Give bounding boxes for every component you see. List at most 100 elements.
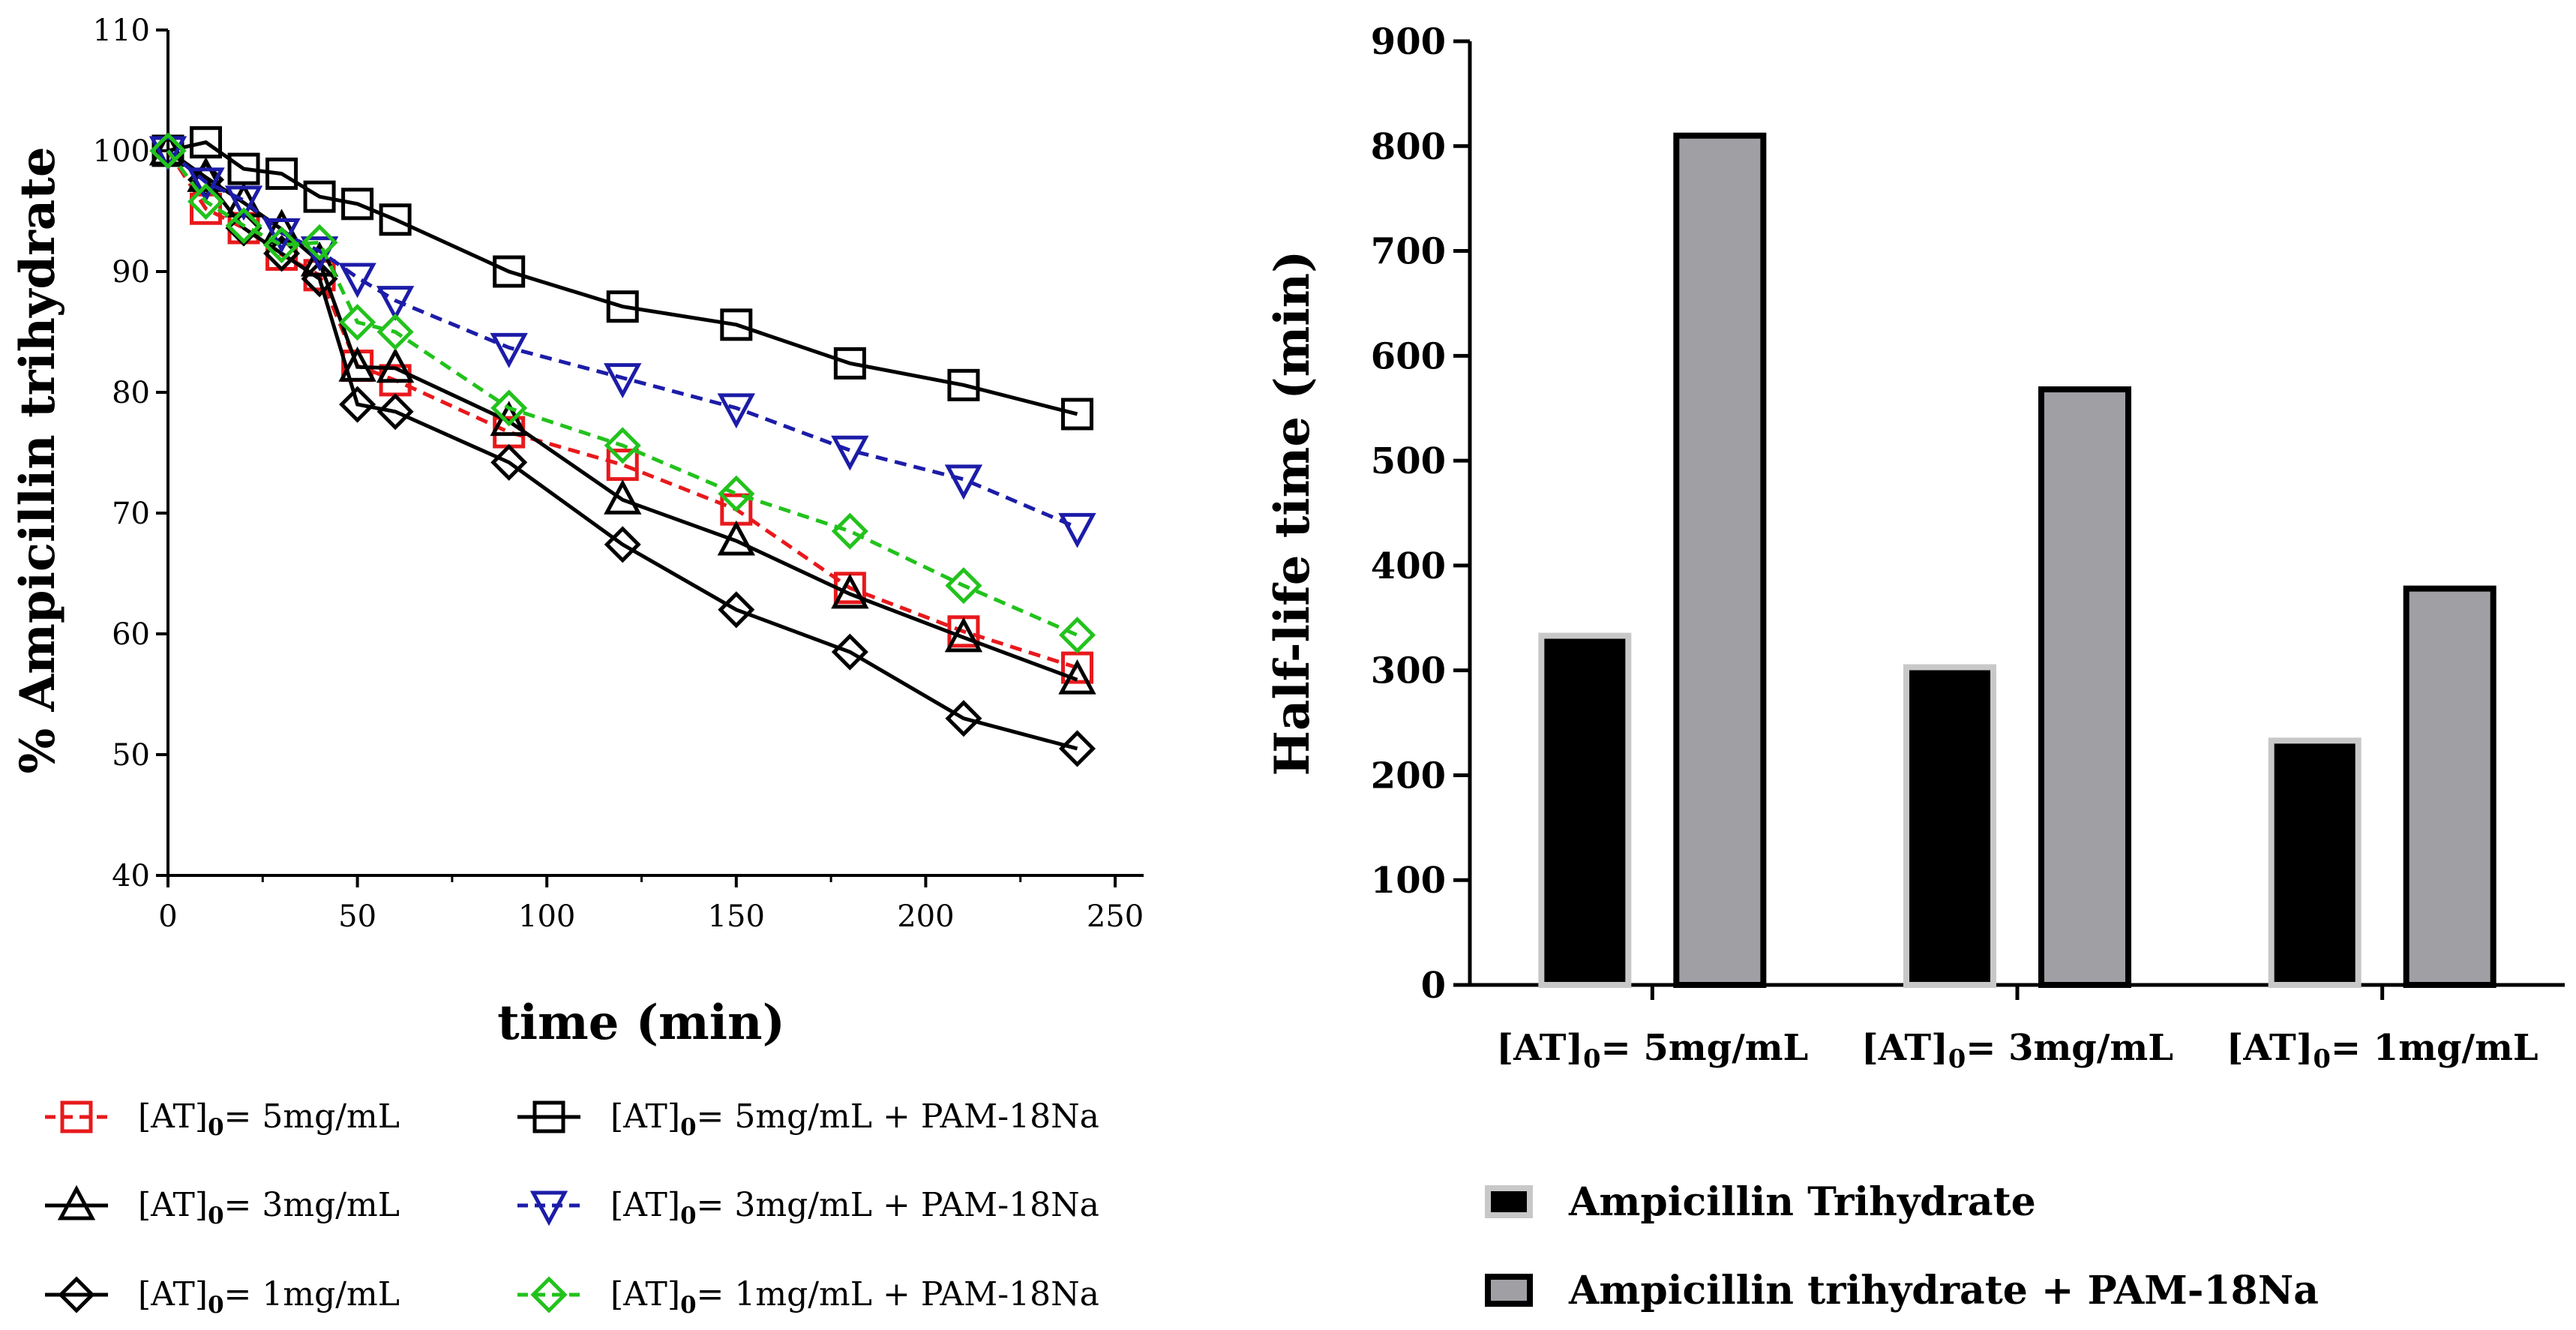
data-point xyxy=(187,167,225,203)
data-point xyxy=(190,126,223,159)
legend-item: Ampicillin Trihydrate xyxy=(1485,1179,2036,1225)
data-point xyxy=(718,475,755,512)
series-line xyxy=(167,140,1078,416)
y-tick-label: 80 xyxy=(112,376,150,410)
data-point xyxy=(341,188,374,221)
data-point xyxy=(376,286,415,321)
bar xyxy=(2038,386,2131,988)
data-point xyxy=(149,132,187,170)
data-point xyxy=(300,241,339,277)
bar xyxy=(2403,585,2497,988)
y-tick-label: 100 xyxy=(93,134,150,169)
y-axis-title: % Ampicillin trihydrate xyxy=(10,146,66,773)
data-point xyxy=(301,260,338,298)
data-point xyxy=(379,203,412,236)
data-point xyxy=(339,304,376,341)
data-point xyxy=(263,227,301,264)
y-tick-label: 400 xyxy=(1371,545,1446,587)
data-point xyxy=(604,363,642,398)
series-s3 xyxy=(148,130,1096,695)
x-tick-label: 250 xyxy=(1087,899,1144,934)
y-axis-title: Half-life time (min) xyxy=(1264,251,1321,776)
data-point xyxy=(376,313,414,351)
bar xyxy=(1538,632,1632,988)
series-line xyxy=(166,149,1078,682)
legend-item: [AT]0= 1mg/mL + PAM-18Na xyxy=(517,1275,1099,1319)
legend-label: [AT]0= 5mg/mL xyxy=(138,1097,400,1141)
bar xyxy=(1673,132,1767,988)
data-point xyxy=(1058,659,1096,695)
legend-item: [AT]0= 1mg/mL xyxy=(45,1275,400,1319)
legend-label: [AT]0= 3mg/mL + PAM-18Na xyxy=(610,1186,1099,1229)
legend-label: [AT]0= 1mg/mL + PAM-18Na xyxy=(610,1275,1099,1319)
data-point xyxy=(606,449,639,482)
data-point xyxy=(376,393,414,431)
legend-item: [AT]0= 3mg/mL + PAM-18Na xyxy=(517,1186,1099,1229)
legend-label: Ampicillin Trihydrate xyxy=(1568,1179,2036,1225)
legend-label: Ampicillin trihydrate + PAM-18Na xyxy=(1568,1268,2319,1313)
data-point xyxy=(1058,617,1096,654)
data-point xyxy=(490,389,528,427)
data-point xyxy=(947,368,980,401)
series-line xyxy=(166,149,1078,751)
data-point xyxy=(606,290,639,323)
series-p1 xyxy=(149,132,1096,654)
data-point xyxy=(718,591,755,629)
series-line xyxy=(166,149,1078,670)
x-category-label: [AT]0= 3mg/mL xyxy=(1861,1027,2173,1073)
y-tick-label: 70 xyxy=(112,497,150,531)
data-point xyxy=(944,464,983,500)
series-p5 xyxy=(151,126,1093,431)
series-p3 xyxy=(148,136,1096,548)
data-point xyxy=(831,512,868,550)
series-line xyxy=(166,149,1078,530)
data-point xyxy=(717,393,755,429)
data-point xyxy=(604,526,641,563)
data-point xyxy=(945,700,982,737)
legend-item: [AT]0= 3mg/mL xyxy=(45,1184,400,1229)
x-tick-label: 50 xyxy=(338,899,376,934)
x-category-label: [AT]0= 1mg/mL xyxy=(2227,1027,2539,1073)
data-point xyxy=(490,443,528,481)
data-point xyxy=(338,346,376,382)
legend-swatch xyxy=(1485,1274,1533,1307)
y-tick-label: 90 xyxy=(112,255,150,290)
data-point xyxy=(833,347,866,380)
series-line xyxy=(166,149,1078,637)
y-tick-label: 60 xyxy=(112,617,150,652)
legend-marker xyxy=(57,1184,96,1220)
data-point xyxy=(262,209,301,245)
data-point xyxy=(1058,730,1096,767)
data-point xyxy=(339,386,376,423)
data-point xyxy=(717,520,755,556)
data-point xyxy=(338,263,376,299)
y-tick-label: 900 xyxy=(1371,21,1446,63)
data-point xyxy=(1060,398,1093,431)
legend-marker xyxy=(58,1276,95,1313)
data-point xyxy=(944,617,983,653)
bar xyxy=(2268,737,2362,988)
data-point xyxy=(265,158,298,191)
data-point xyxy=(187,183,225,221)
data-point xyxy=(604,479,642,515)
y-tick-label: 700 xyxy=(1371,231,1446,273)
y-tick-label: 800 xyxy=(1371,126,1446,168)
y-tick-label: 100 xyxy=(1371,860,1446,902)
legend-item: Ampicillin trihydrate + PAM-18Na xyxy=(1485,1268,2319,1313)
y-tick-label: 110 xyxy=(93,14,150,48)
y-tick-label: 500 xyxy=(1371,440,1446,482)
legend-label: [AT]0= 5mg/mL + PAM-18Na xyxy=(610,1097,1099,1141)
data-point xyxy=(831,435,869,471)
data-point xyxy=(945,567,982,605)
data-point xyxy=(604,427,641,464)
legend-marker xyxy=(532,1100,565,1133)
legend-marker xyxy=(529,1190,568,1226)
legend-swatch xyxy=(1485,1185,1533,1218)
legend-marker xyxy=(60,1100,93,1133)
degradation-line-chart: 40 50 60 70 80 90 100 110 0 50 100 150 200 250 % Ampic… xyxy=(10,14,1144,1319)
data-point xyxy=(224,185,263,221)
data-point xyxy=(490,401,528,437)
data-point xyxy=(720,308,753,341)
legend-marker xyxy=(530,1276,568,1313)
